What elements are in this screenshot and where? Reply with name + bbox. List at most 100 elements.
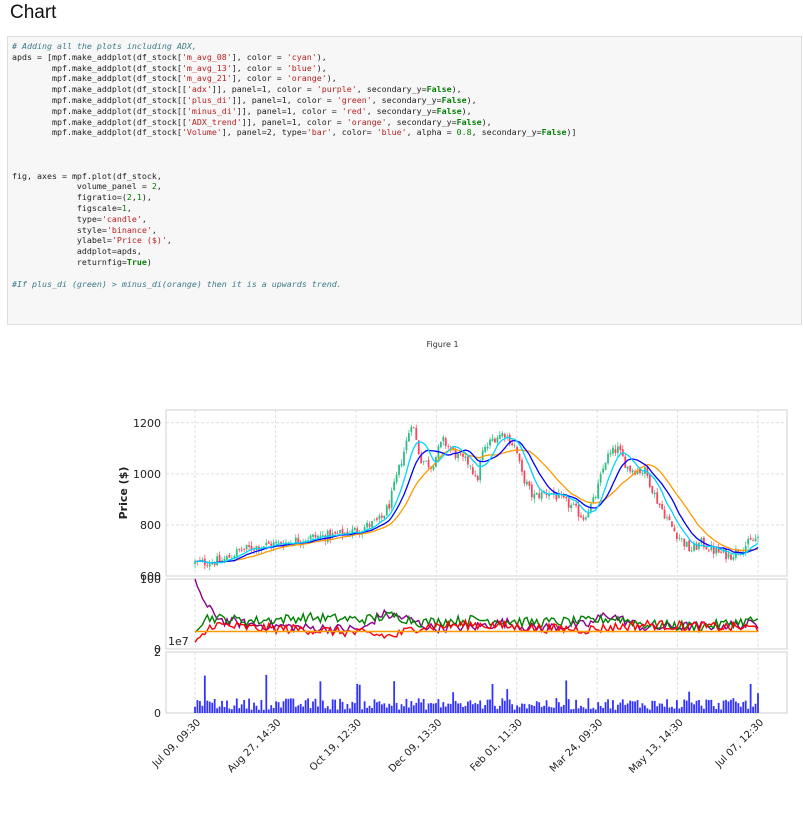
candle-body [462,454,464,457]
volume-bar [371,707,373,713]
volume-bar [407,707,410,713]
code-line: # Adding all the plots including ADX, [12,41,197,51]
candle-body [663,509,666,519]
volume-bar [715,708,718,713]
y-axis-label: Price ($) [117,467,130,520]
volume-bar [720,709,723,713]
candle-body [265,542,268,546]
series-line-m-avg-21 [194,448,759,564]
volume-bar [599,705,602,713]
volume-bar [302,706,305,713]
volume-bar [742,701,745,713]
volume-bar [452,692,455,713]
code-line: type='candle', [12,214,147,224]
code-line: mpf.make_addplot(df_stock[['minus_di']],… [12,106,472,116]
code-token: addplot=apds, [12,246,142,257]
code-token: 1 [136,192,142,203]
candle-body [341,528,344,536]
code-token: volume_panel = [12,181,152,192]
candle-body [385,505,388,516]
volume-bar [607,699,609,713]
candle-body [494,438,496,443]
code-line: apds = [mpf.make_addplot(df_stock['m_avg… [12,52,327,62]
volume-bar [521,703,523,713]
candle-body [267,541,270,544]
candle-body [353,527,356,531]
candle-body [592,497,595,503]
candle-body [213,563,216,565]
candle-body [749,537,752,540]
volume-bar [211,702,214,713]
candle-body [216,556,219,566]
candle-body [321,535,324,536]
candle-body [587,512,590,518]
candle-body [339,529,341,533]
candle-body [314,534,317,538]
volume-bar [683,699,686,713]
candle-body [373,519,376,521]
volume-bar [749,683,752,713]
y-tick-label: 1000 [133,468,161,481]
volume-bar [629,700,632,713]
candle-body [653,492,656,495]
volume-bar [513,709,516,713]
candle-body [693,543,695,551]
candle-body [525,481,528,485]
candle-body [629,465,632,472]
volume-bar [464,705,467,713]
volume-bar [548,706,550,713]
volume-bar [675,700,678,713]
volume-bar [525,708,528,713]
candle-body [567,498,570,508]
series-line-m-avg-13 [194,439,759,564]
candle-body [752,540,754,542]
volume-bar [348,708,351,713]
candle-body [243,549,246,551]
candle-body [503,434,506,438]
code-token: returnfig= [12,256,127,267]
candle-body [639,469,641,473]
volume-bar [376,702,378,713]
candle-body [725,548,727,560]
volume-bar [285,698,287,713]
candle-body [415,427,418,440]
candle-body [366,522,368,528]
candle-body [565,496,568,499]
candle-body [319,535,322,537]
volume-bar [415,702,418,713]
candle-body [277,541,280,543]
code-line: mpf.make_addplot(df_stock['m_avg_21'], c… [12,73,337,83]
volume-bar [580,705,582,713]
candle-body [476,475,479,481]
code-token: ]], panel=1, color = [241,116,347,127]
y-tick-label: 1200 [133,417,161,430]
code-cell[interactable]: # Adding all the plots including ADX, ap… [7,36,802,325]
candle-body [543,492,546,494]
volume-bar [626,703,629,713]
volume-bar [619,702,622,713]
volume-bar [550,707,553,713]
volume-bar [491,683,494,713]
volume-bar [312,701,314,713]
code-token: 2 [126,192,132,203]
code-token: , [156,181,162,192]
candle-body [484,446,487,452]
candle-body [757,537,759,539]
candle-body [469,465,472,467]
candle-body [211,562,214,565]
code-token: ), [141,192,152,203]
volume-bar [331,699,334,713]
candle-body [390,490,393,508]
volume-bar [653,700,656,713]
volume-bar [459,703,462,713]
volume-bar [624,704,627,713]
volume-bar [616,704,619,713]
candle-body [240,549,243,551]
code-token: ]], panel=1, color = [236,105,342,116]
volume-bar [432,703,435,713]
volume-bar [693,704,695,713]
volume-bar [385,707,388,713]
candle-body [235,549,238,557]
volume-bar [439,707,442,713]
